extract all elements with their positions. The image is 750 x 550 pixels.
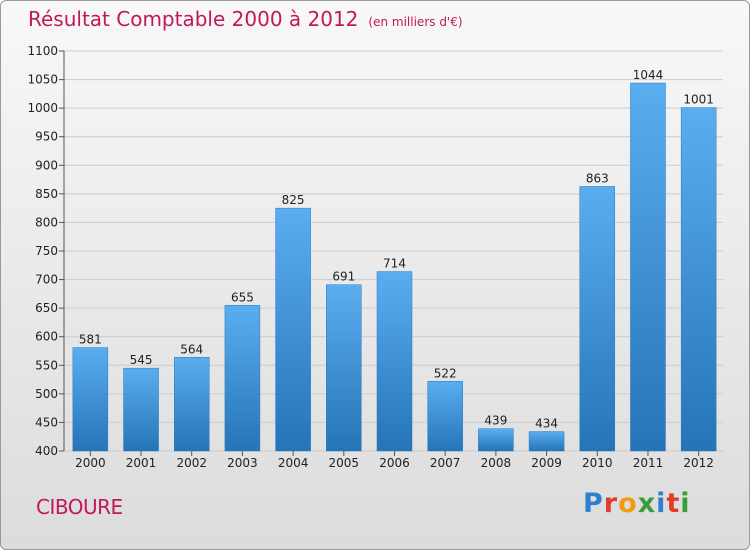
bar-2006 [376, 271, 413, 452]
data-label-2006: 714 [383, 257, 406, 271]
x-tick-label: 2000 [75, 456, 106, 470]
data-label-2008: 439 [484, 414, 507, 428]
x-tick-label: 2007 [430, 456, 461, 470]
data-labels: 581 545 564 655 825 691 714 522 439 434 863 1044 100… [79, 68, 714, 431]
bar-2010 [579, 186, 616, 452]
x-tick-label: 2001 [126, 456, 157, 470]
y-tick-label: 450 [35, 415, 58, 429]
proxiti-logo: Proxiti [583, 488, 691, 519]
logo-letter: t [666, 488, 681, 519]
x-tick-label: 2006 [379, 456, 410, 470]
y-tick-label: 850 [35, 187, 58, 201]
x-tick-label: 2003 [227, 456, 258, 470]
logo-letter: i [680, 488, 691, 519]
x-tick-label: 2004 [278, 456, 309, 470]
x-tick-label: 2002 [176, 456, 207, 470]
data-label-2000: 581 [79, 333, 102, 347]
bar-2001 [123, 367, 159, 452]
bars [72, 82, 717, 452]
logo-letter: o [618, 488, 638, 519]
y-tick-label: 1050 [27, 73, 58, 87]
y-tick-label: 800 [35, 215, 58, 229]
data-label-2005: 691 [332, 270, 355, 284]
x-tick-label: 2005 [329, 456, 360, 470]
data-label-2003: 655 [231, 290, 254, 304]
data-label-2010: 863 [586, 171, 609, 185]
logo-letter: r [603, 488, 619, 519]
y-tick-label: 750 [35, 244, 58, 258]
x-axis: 2000 2001 2002 2003 2004 2005 2006 2007 2008 2009… [75, 451, 714, 470]
y-tick-label: 900 [35, 158, 58, 172]
y-tick-label: 950 [35, 130, 58, 144]
logo-letter: x [637, 488, 657, 519]
data-label-2001: 545 [130, 353, 153, 367]
logo-letter: P [583, 488, 604, 519]
y-tick-label: 650 [35, 301, 58, 315]
data-label-2009: 434 [535, 417, 558, 431]
y-tick-label: 500 [35, 387, 58, 401]
data-label-2012: 1001 [683, 93, 714, 107]
bar-2005 [326, 284, 362, 452]
logo-letter: i [656, 488, 667, 519]
data-label-2007: 522 [434, 366, 457, 380]
unit-text: (en milliers d'€) [368, 15, 463, 29]
bar-2004 [275, 207, 311, 452]
bar-2000 [72, 347, 109, 452]
title-text: Résultat Comptable 2000 à 2012 [28, 7, 359, 31]
data-label-2011: 1044 [633, 68, 664, 82]
y-axis: 400 450 500 550 600 650 700 750 800 850 900 950 1000… [27, 44, 65, 458]
y-tick-label: 1100 [27, 44, 58, 58]
x-tick-label: 2012 [683, 456, 714, 470]
x-tick-label: 2008 [481, 456, 512, 470]
data-label-2002: 564 [180, 342, 203, 356]
x-tick-label: 2011 [633, 456, 664, 470]
bar-2011 [630, 82, 666, 452]
bar-2003 [224, 305, 261, 452]
y-tick-label: 400 [35, 444, 58, 458]
y-tick-label: 600 [35, 330, 58, 344]
commune-name: CIBOURE [36, 495, 123, 519]
y-tick-label: 700 [35, 273, 58, 287]
data-label-2004: 825 [282, 193, 305, 207]
bar-2007 [427, 381, 463, 452]
bar-2002 [173, 357, 210, 452]
chart-title: Résultat Comptable 2000 à 2012 (en millie… [28, 7, 463, 31]
y-tick-label: 550 [35, 358, 58, 372]
bar-2008 [478, 428, 514, 452]
x-tick-label: 2010 [582, 456, 613, 470]
bar-2012 [680, 107, 717, 452]
y-tick-label: 1000 [27, 101, 58, 115]
x-tick-label: 2009 [531, 456, 562, 470]
bar-2009 [528, 431, 565, 452]
